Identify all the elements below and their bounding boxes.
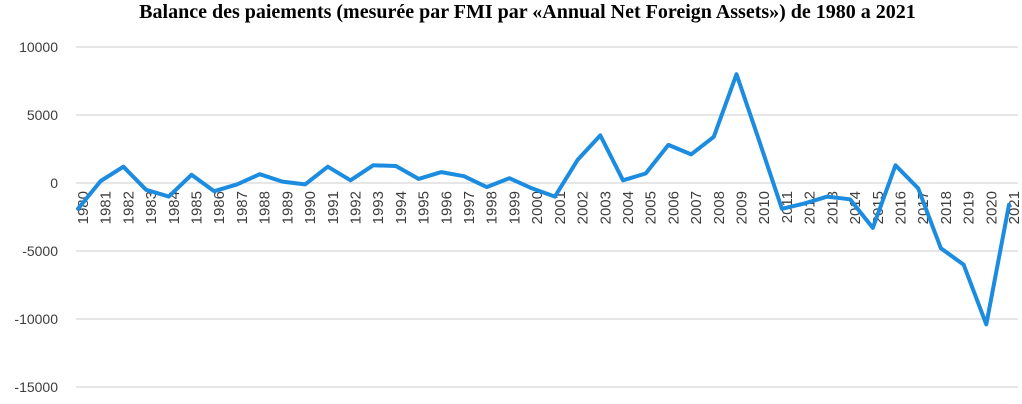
x-axis-year-label: 1997 (461, 191, 478, 224)
y-axis-tick-label: -5000 (22, 243, 58, 259)
x-axis-year-label: 2008 (711, 191, 728, 224)
x-axis-year-label: 2016 (892, 191, 909, 224)
x-axis-year-label: 1983 (143, 191, 160, 224)
x-axis-year-label: 2005 (643, 191, 660, 224)
x-axis-year-label: 2021 (1006, 191, 1022, 224)
x-axis-year-label: 1985 (189, 191, 206, 224)
x-axis-year-label: 2019 (961, 191, 978, 224)
x-axis-year-label: 1992 (347, 191, 364, 224)
chart-title: Balance des paiements (mesurée par FMI p… (139, 1, 916, 23)
x-axis-year-label: 2018 (938, 191, 955, 224)
x-axis-year-label: 1999 (506, 191, 523, 224)
x-axis-year-label: 1995 (416, 191, 433, 224)
x-axis-year-label: 2012 (802, 191, 819, 224)
x-axis-year-label: 2000 (529, 191, 546, 224)
x-axis-year-label: 1998 (484, 191, 501, 224)
y-axis-tick-label: 10000 (19, 39, 58, 55)
x-axis-year-label: 2004 (620, 191, 637, 224)
x-axis-year-label: 1996 (438, 191, 455, 224)
x-axis-year-label: 1990 (302, 191, 319, 224)
x-axis-year-label: 2001 (552, 191, 569, 224)
x-axis-year-label: 1988 (257, 191, 274, 224)
x-axis-year-label: 1994 (393, 191, 410, 224)
x-axis-year-label: 1984 (166, 191, 183, 224)
x-axis-year-label: 1991 (325, 191, 342, 224)
x-axis-year-label: 2007 (688, 191, 705, 224)
x-axis-year-label: 1993 (370, 191, 387, 224)
x-axis-year-label: 1989 (279, 191, 296, 224)
y-axis-tick-label: 5000 (27, 107, 58, 123)
x-axis-year-label: 1982 (120, 191, 137, 224)
y-axis-tick-label: -10000 (14, 311, 58, 327)
y-axis-tick-label: -15000 (14, 379, 58, 395)
x-axis-year-label: 2020 (983, 191, 1000, 224)
x-axis-year-label: 2009 (734, 191, 751, 224)
balance-data-line (76, 72, 1011, 327)
x-axis-year-label: 1986 (211, 191, 228, 224)
x-axis-year-label: 2010 (756, 191, 773, 224)
y-axis-tick-label: 0 (50, 175, 58, 191)
x-axis-year-label: 1981 (98, 191, 115, 224)
x-axis-year-label: 2006 (665, 191, 682, 224)
x-axis-year-label: 2002 (575, 191, 592, 224)
x-axis-year-label: 1987 (234, 191, 251, 224)
x-axis-year-label: 2003 (597, 191, 614, 224)
